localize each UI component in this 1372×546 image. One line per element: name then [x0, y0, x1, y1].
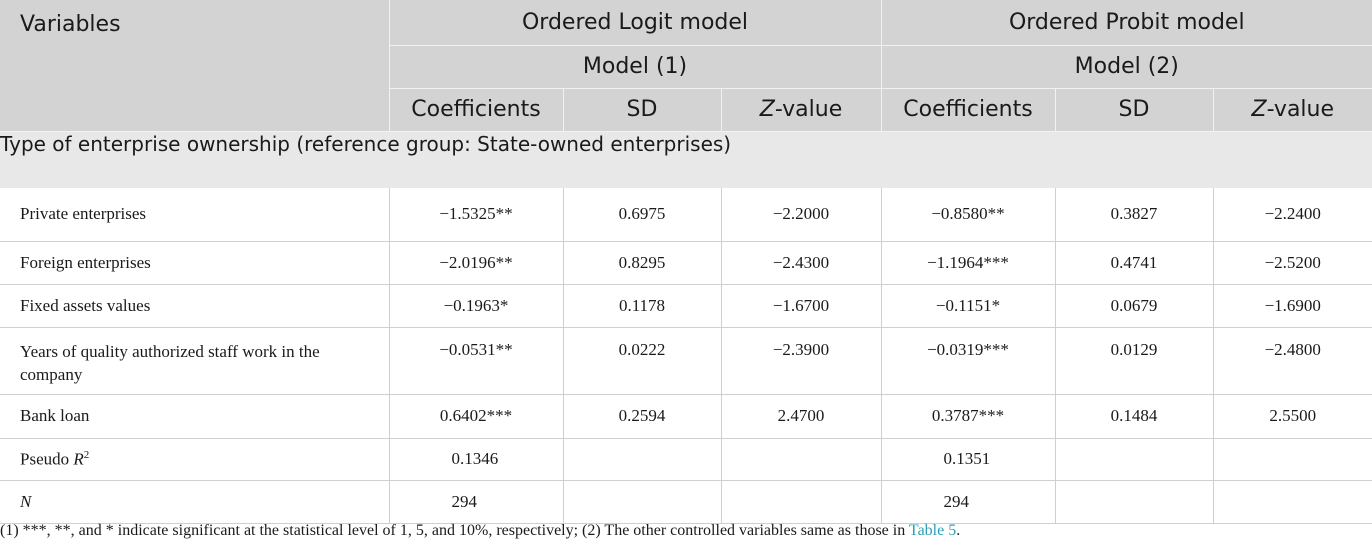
cell: 0.6975 [562, 188, 722, 242]
row-label: Bank loan [0, 394, 390, 439]
cell [1212, 480, 1372, 524]
cell: −0.1963* [388, 284, 564, 328]
table-row: Pseudo R2 0.1346 0.1351 [0, 438, 1372, 481]
cell [562, 438, 722, 481]
cell: −2.2400 [1212, 188, 1372, 242]
cell: −2.4300 [720, 241, 882, 285]
cell: 0.1178 [562, 284, 722, 328]
sd-header-m2: SD [1054, 87, 1214, 132]
table-row: N 294 294 [0, 480, 1372, 524]
table-footnote: (1) ***, **, and * indicate significant … [0, 522, 961, 539]
model2-header: Model (2) [880, 44, 1372, 89]
cell: 0.3787*** [880, 394, 1056, 439]
cell: −0.0319*** [880, 327, 1056, 395]
cell: 0.1346 [388, 438, 564, 481]
cell: −0.1151* [880, 284, 1056, 328]
cell: 294 [880, 480, 1056, 524]
cell: 0.0129 [1054, 327, 1214, 395]
row-label: N [0, 480, 390, 524]
probit-model-header: Ordered Probit model [880, 0, 1372, 46]
cell: −2.0196** [388, 241, 564, 285]
table-row: Years of quality authorized staff work i… [0, 327, 1372, 395]
cell: −1.6700 [720, 284, 882, 328]
cell: −1.1964*** [880, 241, 1056, 285]
cell: −2.3900 [720, 327, 882, 395]
cell [720, 438, 882, 481]
coef-header-m2: Coefficients [880, 87, 1056, 132]
cell: 0.0222 [562, 327, 722, 395]
table-row: Foreign enterprises −2.0196** 0.8295 −2.… [0, 241, 1372, 285]
regression-table: Variables Ordered Logit model Ordered Pr… [0, 0, 1372, 524]
cell: −0.8580** [880, 188, 1056, 242]
table-row: Fixed assets values −0.1963* 0.1178 −1.6… [0, 284, 1372, 328]
cell: −1.6900 [1212, 284, 1372, 328]
cell: 0.1484 [1054, 394, 1214, 439]
table-header: Variables Ordered Logit model Ordered Pr… [0, 0, 1372, 132]
cell: 0.3827 [1054, 188, 1214, 242]
z-header-m2: Z-value [1212, 87, 1372, 132]
sd-header-m1: SD [562, 87, 722, 132]
cell: 0.0679 [1054, 284, 1214, 328]
cell: 0.8295 [562, 241, 722, 285]
cell: −1.5325** [388, 188, 564, 242]
cell: −2.5200 [1212, 241, 1372, 285]
table-row: Private enterprises −1.5325** 0.6975 −2.… [0, 188, 1372, 242]
model1-header: Model (1) [388, 44, 882, 89]
cell: 0.1351 [880, 438, 1056, 481]
table-row: Bank loan 0.6402*** 0.2594 2.4700 0.3787… [0, 394, 1372, 439]
cell: −2.2000 [720, 188, 882, 242]
cell [1054, 480, 1214, 524]
cell: 2.5500 [1212, 394, 1372, 439]
section-title: Type of enterprise ownership (reference … [0, 131, 1372, 188]
variables-header: Variables [0, 0, 390, 132]
row-label: Foreign enterprises [0, 241, 390, 285]
cell: −0.0531** [388, 327, 564, 395]
cell: 294 [388, 480, 564, 524]
row-label: Fixed assets values [0, 284, 390, 328]
z-header-m1: Z-value [720, 87, 882, 132]
cell [720, 480, 882, 524]
table-5-link[interactable]: Table 5 [908, 522, 957, 539]
cell: −2.4800 [1212, 327, 1372, 395]
cell [1212, 438, 1372, 481]
cell: 0.2594 [562, 394, 722, 439]
cell: 2.4700 [720, 394, 882, 439]
row-label: Years of quality authorized staff work i… [0, 327, 390, 395]
row-label: Private enterprises [0, 188, 390, 242]
row-label: Pseudo R2 [0, 438, 390, 481]
cell: 0.6402*** [388, 394, 564, 439]
logit-model-header: Ordered Logit model [388, 0, 882, 46]
cell: 0.4741 [1054, 241, 1214, 285]
cell [1054, 438, 1214, 481]
coef-header-m1: Coefficients [388, 87, 564, 132]
cell [562, 480, 722, 524]
